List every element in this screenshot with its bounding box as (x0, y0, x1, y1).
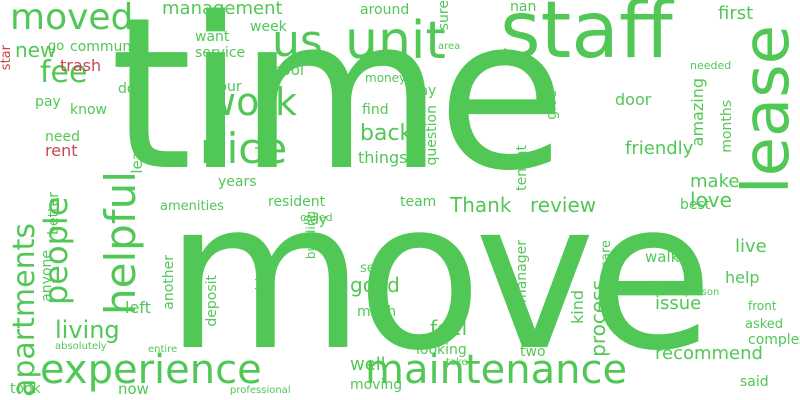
word-say: say (303, 212, 328, 228)
word-manager: manager (514, 240, 530, 303)
word-called: called (300, 211, 333, 224)
word-rent: rent (45, 141, 78, 160)
word-go: go (48, 39, 65, 54)
word-sure: sure (436, 0, 452, 31)
word-complex: complex (748, 332, 800, 348)
word-took: took (10, 381, 41, 397)
word-find: find (362, 102, 389, 118)
word-star: star (0, 45, 14, 71)
word-left: left (125, 298, 151, 317)
word-person: person (685, 287, 720, 298)
word-good: good (350, 273, 400, 297)
word-deposit: deposit (204, 275, 220, 327)
word-see: see (360, 261, 383, 276)
word-asked: asked (745, 317, 784, 332)
word-make: make (690, 171, 740, 192)
word-service: service (195, 45, 246, 61)
word-said: said (740, 374, 769, 390)
word-walk: walk (645, 248, 680, 266)
word-back: back (360, 121, 413, 146)
word-absolutely: absolutely (55, 341, 107, 352)
word-week: week (250, 19, 287, 35)
word-nice: nice (200, 124, 288, 173)
word-clean: clean (254, 120, 270, 158)
word-door: door (615, 90, 652, 109)
word-entire: entire (148, 344, 178, 355)
word-move: move (165, 158, 714, 396)
word-us: us (272, 16, 323, 67)
word-unit: unit (345, 11, 446, 71)
word-time: time (110, 0, 566, 217)
word-friendly: friendly (625, 138, 694, 159)
word-well: well (350, 354, 386, 375)
word-two: two (520, 344, 546, 360)
word-community: community (70, 39, 149, 55)
word-area: area (438, 41, 461, 52)
word-team: team (400, 194, 437, 210)
word-nan: nan (510, 0, 537, 15)
word-know: know (70, 102, 107, 118)
word-first: first (718, 3, 754, 24)
word-feel: feel (430, 316, 468, 340)
word-around: around (360, 2, 410, 18)
word-care: care (599, 240, 614, 269)
word-dog: dog (118, 81, 145, 97)
word-months: months (719, 100, 735, 153)
word-years: years (218, 174, 257, 190)
word-lived: lived (360, 54, 394, 70)
word-help: help (725, 268, 760, 287)
word-best: best (680, 197, 711, 213)
word-thank: Thank (450, 193, 512, 217)
word-amazing: amazing (688, 78, 707, 147)
word-review: review (530, 193, 597, 217)
word-experience: experience (40, 347, 262, 393)
word-maintenance: maintenance (365, 347, 628, 393)
word-anyone: anyone (39, 250, 55, 302)
word-need: need (45, 129, 80, 145)
word-new: new (15, 38, 57, 62)
word-process: process (586, 280, 610, 357)
word-money: money (365, 71, 407, 85)
word-moved: moved (10, 0, 134, 38)
word-living: living (55, 316, 120, 344)
word-professional: professional (230, 385, 291, 396)
word-moving: moving (350, 377, 403, 393)
word-front: front (748, 299, 777, 313)
word-resident: resident (268, 194, 326, 210)
word-issue: issue (655, 293, 702, 314)
word-take: take (446, 357, 468, 368)
word-leasing: leasing (128, 120, 146, 174)
word-building: building (304, 211, 318, 260)
word-staff: staff (500, 0, 673, 76)
word-amenities: amenities (160, 199, 224, 214)
word-another: another (161, 255, 177, 310)
word-give: give (544, 90, 560, 120)
word-way: way (408, 83, 437, 99)
word-tour: tour (213, 79, 242, 95)
word-nothing: nothing (254, 260, 270, 314)
word-better: better (46, 192, 62, 235)
word-needed: needed (690, 59, 732, 72)
word-recommend: recommend (655, 343, 763, 364)
word-love: love (690, 188, 732, 212)
word-trash: trash (60, 56, 102, 75)
word-live: live (735, 236, 767, 257)
word-want: want (195, 29, 230, 45)
word-fee: fee (40, 55, 88, 90)
word-kind: kind (568, 290, 587, 325)
word-work: work (205, 80, 297, 124)
word-looking: looking (416, 342, 467, 358)
word-pool: pool (272, 61, 305, 79)
word-management: management (162, 0, 283, 19)
word-question: question (424, 105, 440, 166)
word-now: now (118, 380, 149, 398)
word-apartments: apartments (7, 223, 42, 397)
word-pay: pay (35, 94, 61, 110)
word-things: things (358, 148, 408, 167)
word-lease: lease (730, 25, 800, 195)
word-much: much (357, 304, 397, 320)
word-tenant: tenant (514, 145, 530, 191)
